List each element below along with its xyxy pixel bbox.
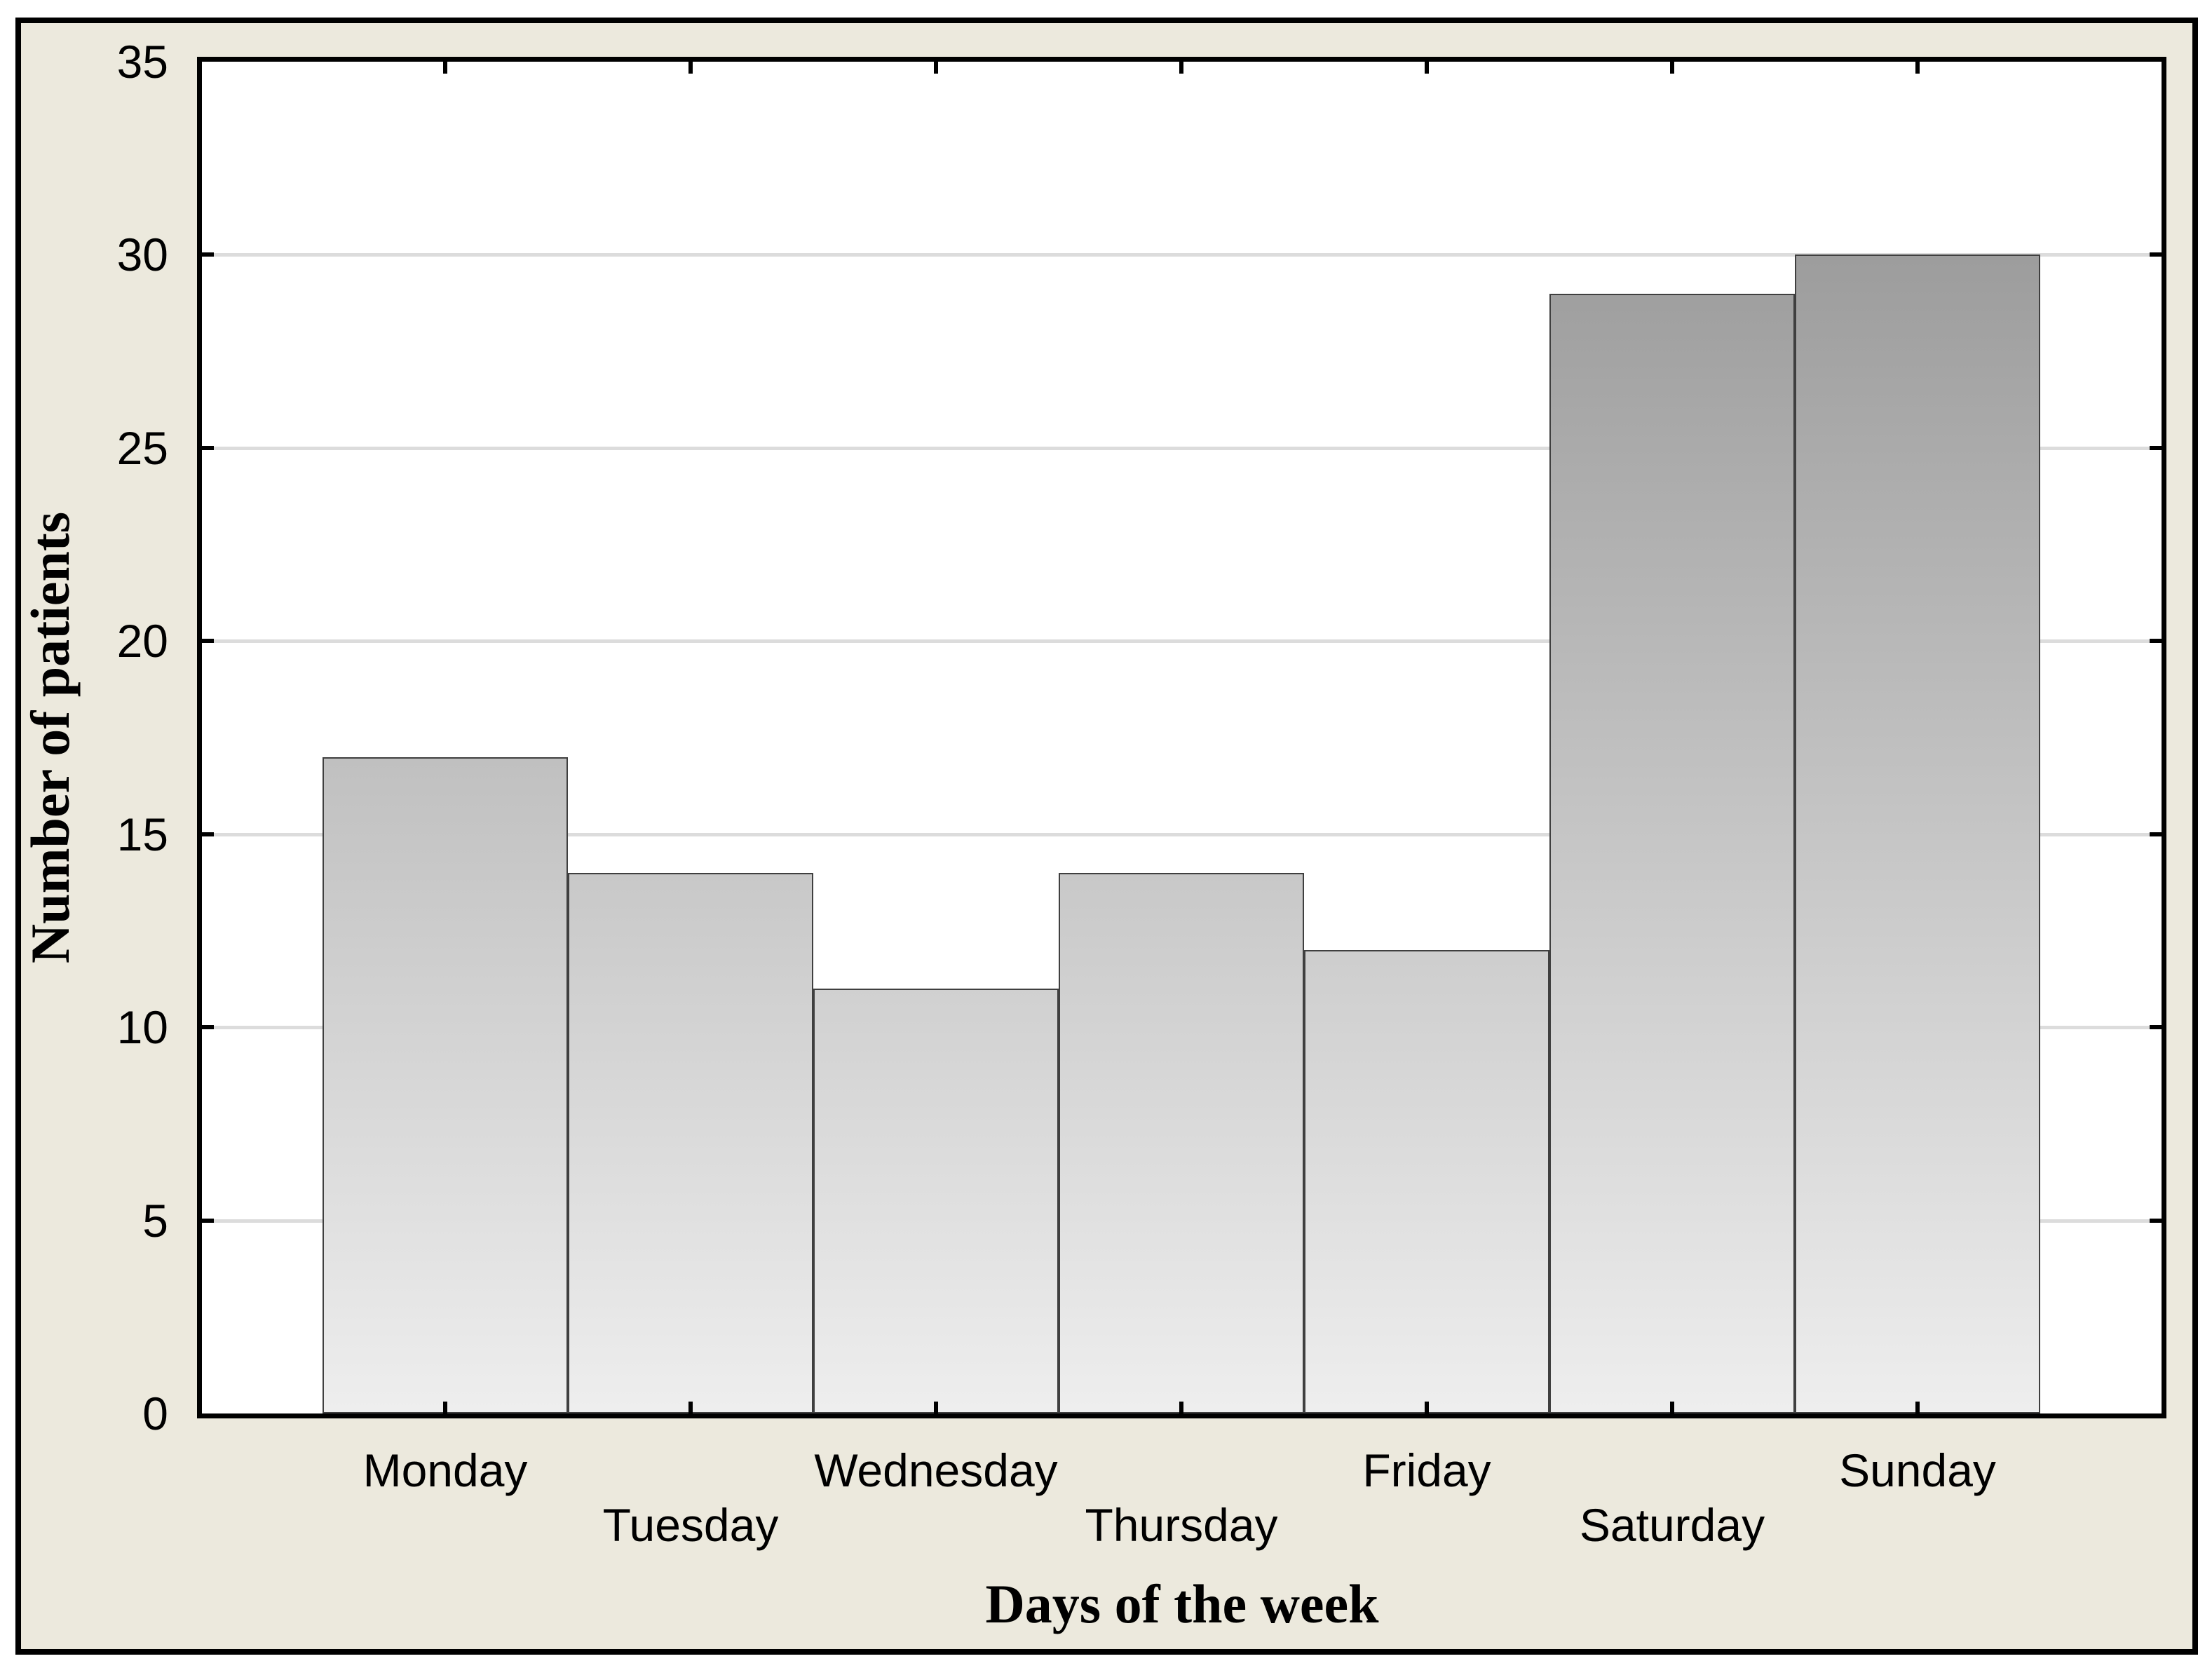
y-tick-label-30: 30 (116, 229, 168, 281)
top-axis-tick-thursday (1179, 62, 1183, 74)
bottom-axis-tick-friday (1425, 1402, 1429, 1413)
plot-area (197, 57, 2166, 1418)
x-tick-label-saturday: Saturday (1579, 1499, 1765, 1551)
top-axis-tick-friday (1425, 62, 1429, 74)
right-axis-tick-5 (2150, 1218, 2162, 1223)
bar-thursday (1059, 872, 1304, 1413)
right-axis-tick-10 (2150, 1025, 2162, 1030)
top-axis-tick-wednesday (934, 62, 938, 74)
gridline-20 (202, 639, 2162, 644)
bar-monday (323, 757, 568, 1413)
x-tick-label-wednesday: Wednesday (814, 1444, 1058, 1496)
x-axis-title: Days of the week (985, 1573, 1379, 1634)
left-axis-tick-10 (202, 1025, 214, 1030)
bottom-axis-tick-monday (443, 1402, 447, 1413)
x-tick-label-sunday: Sunday (1839, 1444, 1996, 1496)
bar-saturday (1549, 293, 1795, 1413)
plot-inner-area (202, 62, 2162, 1413)
y-tick-label-25: 25 (116, 421, 168, 474)
bottom-axis-tick-saturday (1670, 1402, 1674, 1413)
left-axis-tick-25 (202, 445, 214, 450)
y-tick-label-20: 20 (116, 615, 168, 667)
y-tick-label-0: 0 (142, 1388, 168, 1439)
right-axis-tick-30 (2150, 252, 2162, 257)
y-tick-label-35: 35 (116, 36, 168, 88)
right-axis-tick-20 (2150, 639, 2162, 644)
y-tick-label-5: 5 (142, 1194, 168, 1247)
gridline-25 (202, 446, 2162, 450)
gridline-30 (202, 253, 2162, 257)
y-axis-title: Number of patients (20, 511, 81, 964)
bar-tuesday (568, 872, 813, 1413)
bottom-axis-tick-wednesday (934, 1402, 938, 1413)
bar-friday (1304, 949, 1549, 1413)
bar-sunday (1795, 255, 2040, 1413)
bottom-axis-tick-sunday (1915, 1402, 1920, 1413)
right-axis-tick-15 (2150, 832, 2162, 836)
bottom-axis-tick-thursday (1179, 1402, 1183, 1413)
bar-wednesday (813, 989, 1059, 1413)
x-tick-label-monday: Monday (362, 1444, 528, 1496)
left-axis-tick-5 (202, 1218, 214, 1223)
left-axis-tick-15 (202, 832, 214, 836)
left-axis-tick-20 (202, 639, 214, 644)
top-axis-tick-saturday (1670, 62, 1674, 74)
top-axis-tick-monday (443, 62, 447, 74)
x-tick-label-thursday: Thursday (1085, 1499, 1278, 1551)
y-tick-label-10: 10 (116, 1001, 168, 1054)
y-tick-label-15: 15 (116, 808, 168, 860)
x-tick-label-friday: Friday (1362, 1444, 1491, 1496)
top-axis-tick-sunday (1915, 62, 1920, 74)
x-tick-label-tuesday: Tuesday (602, 1499, 779, 1551)
gridline-15 (202, 832, 2162, 836)
right-axis-tick-25 (2150, 445, 2162, 450)
left-axis-tick-30 (202, 252, 214, 257)
top-axis-tick-tuesday (688, 62, 693, 74)
bottom-axis-tick-tuesday (688, 1402, 693, 1413)
